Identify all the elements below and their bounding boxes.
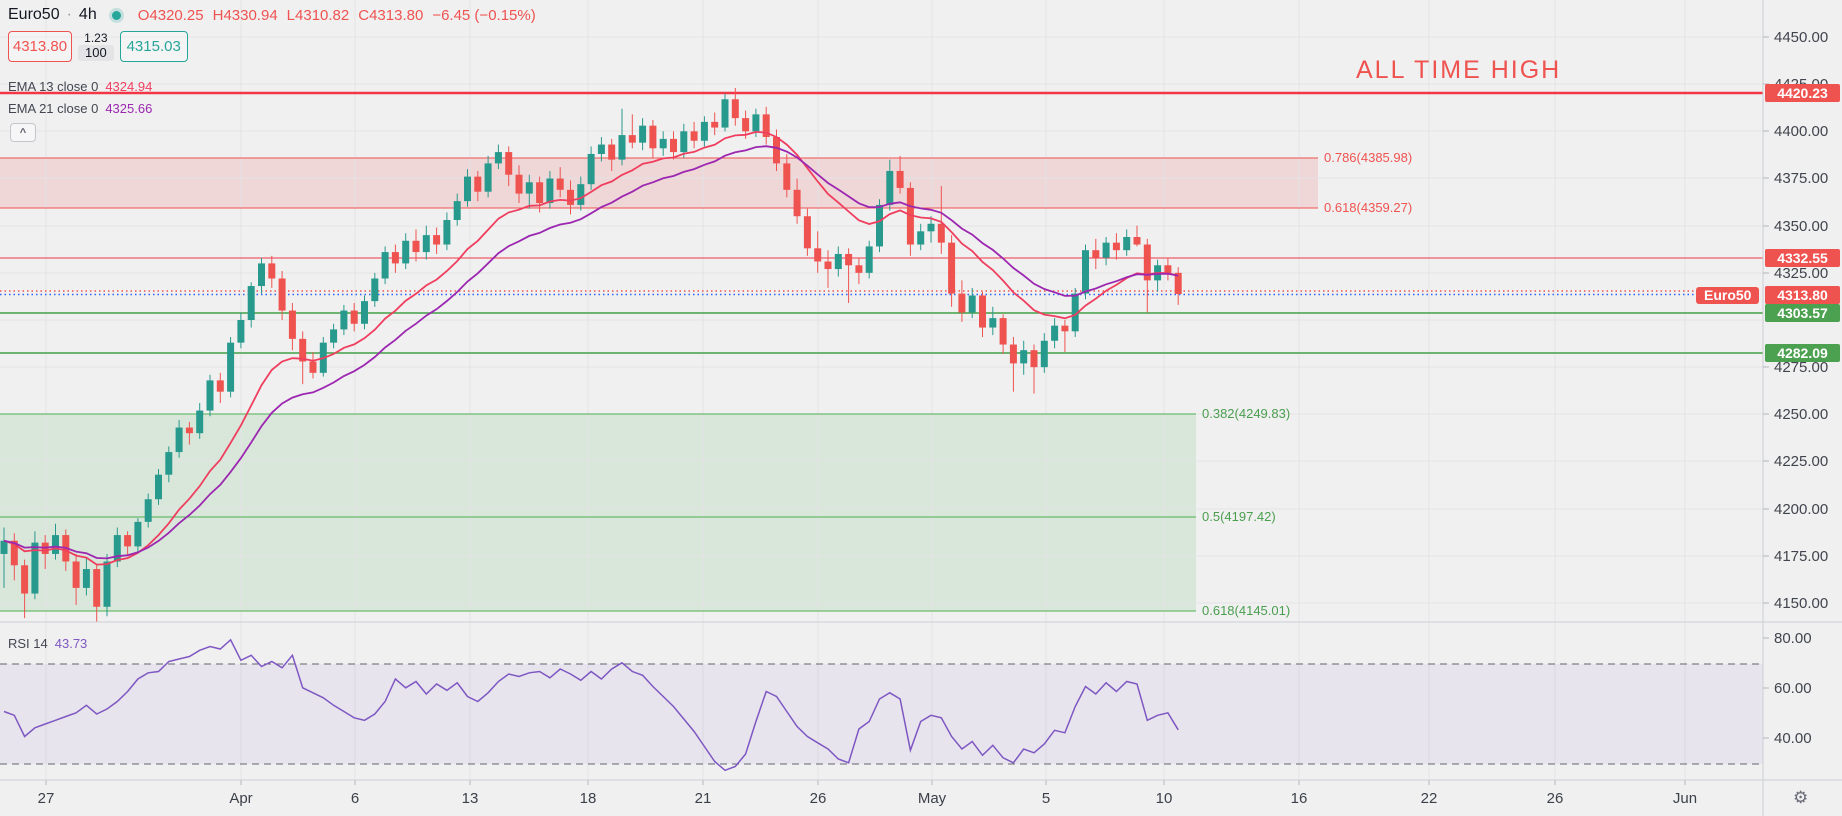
- spread-quantity-column: 1.23 100: [76, 31, 116, 62]
- ema13-line: [3, 130, 1179, 566]
- settings-gear-icon[interactable]: ⚙: [1793, 788, 1809, 807]
- symbol-interval-separator: ·: [66, 6, 72, 23]
- time-axis[interactable]: 27 Apr 6 13 18 21 26 May 5 10 16 22 26 Jun: [0, 780, 1842, 816]
- price-tick: 4325.00: [1774, 265, 1829, 282]
- ema13-value: 4324.94: [105, 79, 153, 94]
- price-tick: 4150.00: [1774, 595, 1829, 612]
- ema21-label: EMA 21 close 0: [8, 101, 99, 116]
- fib-level-label: 0.618(4145.01): [1202, 603, 1291, 618]
- candlestick-series: [0, 87, 1182, 622]
- price-tick: 4350.00: [1774, 218, 1829, 235]
- price-tick: 4375.00: [1774, 170, 1829, 187]
- price-tick: 4250.00: [1774, 406, 1829, 423]
- change-value: −6.45 (−0.15%): [432, 6, 536, 24]
- high-value: H4330.94: [212, 6, 278, 24]
- ema13-label: EMA 13 close 0: [8, 79, 99, 94]
- chevron-up-icon: ^: [19, 126, 27, 139]
- ema13-legend-row[interactable]: EMA 13 close 0 4324.94: [8, 79, 152, 94]
- time-label: 18: [579, 790, 597, 807]
- price-badge: 4282.09: [1765, 344, 1840, 362]
- fib-zone-red: [0, 158, 1318, 208]
- time-label: Apr: [229, 790, 253, 807]
- ema21-value: 4325.66: [105, 101, 153, 116]
- fib-level-label: 0.5(4197.42): [1202, 509, 1276, 524]
- price-tick: 4400.00: [1774, 123, 1829, 140]
- time-label: May: [917, 790, 947, 807]
- rsi-value: 43.73: [54, 636, 88, 651]
- time-label: Jun: [1672, 790, 1698, 807]
- price-tick: 4175.00: [1774, 548, 1829, 565]
- sell-button[interactable]: 4313.80: [8, 31, 72, 62]
- time-label: 16: [1290, 790, 1308, 807]
- ema21-legend-row[interactable]: EMA 21 close 0 4325.66: [8, 101, 152, 116]
- ema21-line: [3, 145, 1179, 560]
- time-label: 26: [1546, 790, 1564, 807]
- rsi-tick: 60.00: [1774, 680, 1812, 697]
- price-tick: 4225.00: [1774, 453, 1829, 470]
- market-status-icon[interactable]: [111, 10, 121, 20]
- all-time-high-annotation: ALL TIME HIGH: [1356, 56, 1562, 84]
- open-value: O4320.25: [137, 6, 204, 24]
- time-label: 10: [1155, 790, 1173, 807]
- low-value: L4310.82: [286, 6, 350, 24]
- time-label: 26: [809, 790, 827, 807]
- symbol-legend: Euro50 · 4h O4320.25 H4330.94 L4310.82 C43…: [8, 6, 536, 24]
- rsi-tick: 40.00: [1774, 730, 1812, 747]
- rsi-legend-row[interactable]: RSI 14 43.73: [8, 636, 87, 651]
- time-label: 22: [1420, 790, 1438, 807]
- order-panel: 4313.80 1.23 100 4315.03: [8, 31, 188, 62]
- fib-level-label: 0.786(4385.98): [1324, 150, 1413, 165]
- price-axis[interactable]: 4450.004425.004400.004375.004350.004325.…: [0, 0, 1842, 780]
- rsi-tick: 80.00: [1774, 630, 1812, 647]
- time-label: 5: [1041, 790, 1051, 807]
- time-label: 13: [461, 790, 479, 807]
- time-label: 6: [350, 790, 360, 807]
- quantity-field[interactable]: 100: [78, 45, 114, 61]
- rsi-label: RSI 14: [8, 636, 48, 651]
- price-badge: 4332.55: [1765, 249, 1840, 267]
- price-badge: 4420.23: [1765, 84, 1840, 102]
- fib-zone-green: [0, 414, 1196, 611]
- buy-button[interactable]: 4315.03: [119, 31, 188, 62]
- time-label: 27: [37, 790, 55, 807]
- spread-value: 1.23: [84, 31, 108, 45]
- price-badge: 4313.80: [1765, 286, 1840, 304]
- price-tick: 4275.00: [1774, 359, 1829, 376]
- collapse-indicators-button[interactable]: ^: [10, 123, 36, 142]
- symbol-title[interactable]: Euro50: [8, 6, 60, 23]
- interval-label[interactable]: 4h: [78, 6, 97, 23]
- fib-level-label: 0.382(4249.83): [1202, 406, 1291, 421]
- close-value: C4313.80: [358, 6, 424, 24]
- price-tick: 4200.00: [1774, 501, 1829, 518]
- symbol-price-label: Euro50: [1696, 287, 1760, 304]
- price-badge: 4303.57: [1765, 304, 1840, 322]
- fib-level-label: 0.618(4359.27): [1324, 200, 1413, 215]
- rsi-line: [3, 638, 1179, 772]
- ohlc-readout: O4320.25 H4330.94 L4310.82 C4313.80 −6.4…: [138, 7, 536, 24]
- time-label: 21: [694, 790, 712, 807]
- price-tick: 4450.00: [1774, 29, 1829, 46]
